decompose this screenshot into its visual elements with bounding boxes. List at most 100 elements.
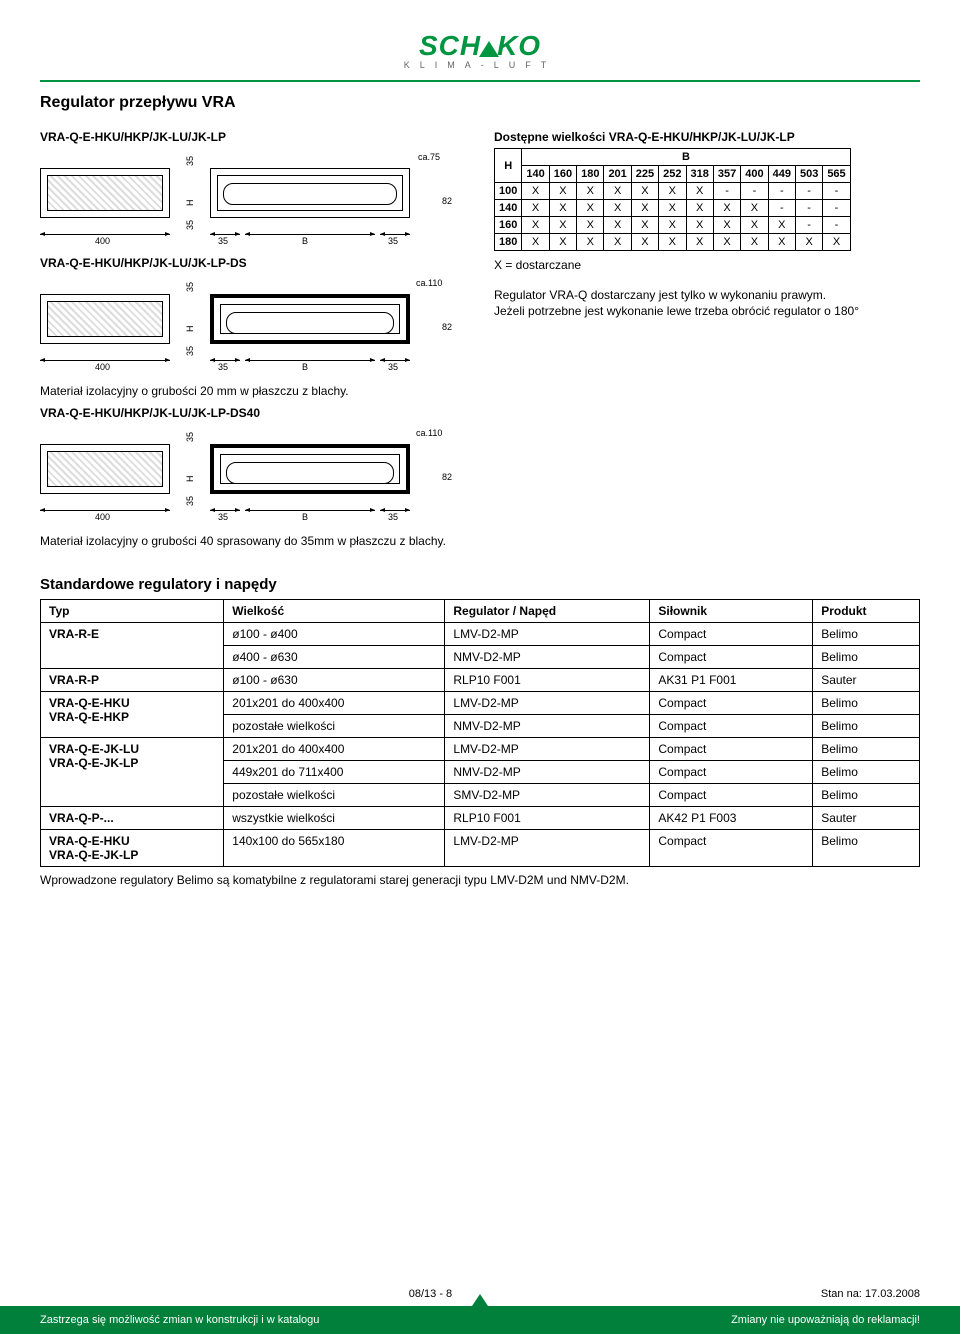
avail-heading: Dostępne wielkości VRA-Q-E-HKU/HKP/JK-LU…	[494, 130, 920, 144]
avail-cell: X	[686, 217, 713, 234]
footer-date: 17.03.2008	[865, 1288, 920, 1300]
avail-cell: -	[768, 183, 795, 200]
stdreg-prod: Belimo	[813, 646, 920, 669]
avail-cell: X	[741, 217, 768, 234]
dim-ca: ca.110	[416, 278, 442, 288]
footer-page: 08/13 - 8	[409, 1288, 452, 1300]
stdreg-prod: Sauter	[813, 807, 920, 830]
avail-note2: Jeżeli potrzebne jest wykonanie lewe trz…	[494, 304, 859, 318]
avail-cell: X	[522, 183, 549, 200]
stdreg-reg: SMV-D2-MP	[445, 784, 650, 807]
dim-h: H	[185, 476, 195, 483]
stdreg-row: VRA-Q-E-HKU VRA-Q-E-HKP201x201 do 400x40…	[41, 692, 920, 715]
stdreg-typ: VRA-Q-E-JK-LU VRA-Q-E-JK-LP	[41, 738, 224, 807]
avail-cell: -	[713, 183, 740, 200]
avail-row-h: 100	[495, 183, 522, 200]
dim-35a: 35	[185, 432, 195, 442]
stdreg-size: wszystkie wielkości	[224, 807, 445, 830]
stdreg-act: Compact	[650, 715, 813, 738]
stdreg-row: VRA-Q-E-HKU VRA-Q-E-JK-LP140x100 do 565x…	[41, 830, 920, 867]
stdreg-col: Wielkość	[224, 600, 445, 623]
avail-cell: X	[577, 234, 604, 251]
stdreg-size: pozostałe wielkości	[224, 715, 445, 738]
stdreg-prod: Belimo	[813, 738, 920, 761]
stdreg-size: ø100 - ø630	[224, 669, 445, 692]
dim-b: B	[302, 362, 308, 372]
stdreg-act: AK31 P1 F001	[650, 669, 813, 692]
avail-cell: X	[549, 234, 576, 251]
avail-col: 400	[741, 166, 768, 183]
avail-cell: X	[549, 200, 576, 217]
dim-35a: 35	[185, 156, 195, 166]
variant1-diagram: ca.75 82 H 35 35 400 35 B 35	[40, 148, 450, 248]
variant2-title: VRA-Q-E-HKU/HKP/JK-LU/JK-LP-DS	[40, 256, 470, 270]
avail-cell: X	[577, 217, 604, 234]
avail-cell: X	[604, 183, 631, 200]
stdreg-typ: VRA-Q-E-HKU VRA-Q-E-JK-LP	[41, 830, 224, 867]
avail-cell: X	[795, 234, 822, 251]
avail-cell: X	[604, 200, 631, 217]
stdreg-reg: LMV-D2-MP	[445, 692, 650, 715]
stdreg-act: Compact	[650, 692, 813, 715]
stdreg-row: VRA-Q-E-JK-LU VRA-Q-E-JK-LP201x201 do 40…	[41, 738, 920, 761]
dim-b: B	[302, 236, 308, 246]
stdreg-typ: VRA-Q-E-HKU VRA-Q-E-HKP	[41, 692, 224, 738]
avail-col: 503	[795, 166, 822, 183]
avail-cell: X	[522, 234, 549, 251]
stdreg-size: 201x201 do 400x400	[224, 738, 445, 761]
dim-35r: 35	[388, 362, 398, 372]
stdreg-prod: Belimo	[813, 830, 920, 867]
stdreg-typ: VRA-R-E	[41, 623, 224, 669]
avail-cell: -	[823, 183, 850, 200]
dim-35l: 35	[218, 512, 228, 522]
logo-text: SCHKO	[40, 30, 920, 62]
dim-400: 400	[95, 512, 110, 522]
avail-cell: X	[631, 183, 658, 200]
avail-h-label: H	[495, 149, 522, 183]
avail-row: 160XXXXXXXXXX--	[495, 217, 851, 234]
header-divider	[40, 80, 920, 82]
stdreg-typ: VRA-Q-P-...	[41, 807, 224, 830]
dim-h: H	[185, 326, 195, 333]
avail-col: 565	[823, 166, 850, 183]
avail-col: 160	[549, 166, 576, 183]
avail-row: 140XXXXXXXXX---	[495, 200, 851, 217]
stdreg-prod: Belimo	[813, 761, 920, 784]
avail-cell: -	[823, 200, 850, 217]
footer-right: Zmiany nie upoważniają do reklamacji!	[731, 1314, 920, 1326]
stdreg-col: Typ	[41, 600, 224, 623]
page-title: Regulator przepływu VRA	[40, 94, 920, 112]
availability-table: H B 140160180201225252318357400449503565…	[494, 148, 851, 251]
stdreg-heading: Standardowe regulatory i napędy	[40, 576, 920, 593]
avail-cell: X	[631, 200, 658, 217]
avail-col: 449	[768, 166, 795, 183]
stdreg-reg: NMV-D2-MP	[445, 715, 650, 738]
stdreg-size: ø400 - ø630	[224, 646, 445, 669]
dim-ca: ca.75	[418, 152, 440, 162]
stdreg-reg: RLP10 F001	[445, 807, 650, 830]
avail-cell: X	[768, 234, 795, 251]
variant3-diagram: ca.110 82 H 35 35 400 35 B 35	[40, 424, 450, 524]
avail-col: 201	[604, 166, 631, 183]
variant2-diagram: ca.110 82 H 35 35 400 35 B 35	[40, 274, 450, 374]
stdreg-reg: LMV-D2-MP	[445, 623, 650, 646]
stdreg-prod: Belimo	[813, 715, 920, 738]
avail-cell: X	[741, 234, 768, 251]
stdreg-act: Compact	[650, 784, 813, 807]
stdreg-act: AK42 P1 F003	[650, 807, 813, 830]
logo: SCHKO KLIMA-LUFT	[40, 30, 920, 70]
stdreg-row: VRA-R-Pø100 - ø630RLP10 F001AK31 P1 F001…	[41, 669, 920, 692]
dim-35a: 35	[185, 282, 195, 292]
avail-cell: X	[522, 200, 549, 217]
avail-col: 225	[631, 166, 658, 183]
dim-ca: ca.110	[416, 428, 442, 438]
stdreg-size: ø100 - ø400	[224, 623, 445, 646]
footer-left: Zastrzega się możliwość zmian w konstruk…	[40, 1314, 319, 1326]
avail-cell: X	[577, 183, 604, 200]
avail-row-h: 160	[495, 217, 522, 234]
avail-cell: -	[768, 200, 795, 217]
stdreg-reg: LMV-D2-MP	[445, 830, 650, 867]
avail-note1: Regulator VRA-Q dostarczany jest tylko w…	[494, 288, 826, 302]
dim-35b: 35	[185, 346, 195, 356]
dim-35b: 35	[185, 220, 195, 230]
